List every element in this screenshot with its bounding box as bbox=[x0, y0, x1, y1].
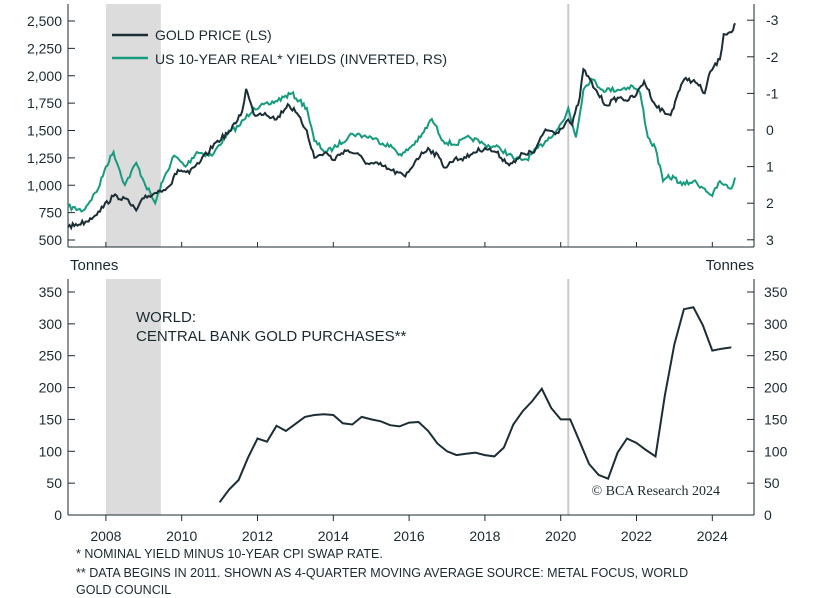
tick-label-real-5: -2 bbox=[766, 49, 779, 65]
footnote-2: ** DATA BEGINS IN 2011. SHOWN AS 4-QUART… bbox=[76, 566, 689, 580]
tick-label-year-7: 2022 bbox=[621, 528, 652, 544]
tick-label-gold-3: 1,250 bbox=[27, 150, 62, 166]
bottom-chart-title-line2: CENTRAL BANK GOLD PURCHASES** bbox=[136, 328, 407, 345]
credit-text: © BCA Research 2024 bbox=[592, 484, 720, 499]
tick-label-cb-right-0: 0 bbox=[764, 507, 772, 523]
series-line-central-bank-purchases bbox=[218, 306, 732, 503]
tick-label-real-1: 2 bbox=[766, 195, 774, 211]
footnote-1: * NOMINAL YIELD MINUS 10-YEAR CPI SWAP R… bbox=[76, 547, 383, 561]
tick-label-real-0: 3 bbox=[766, 232, 774, 248]
frame-layer bbox=[67, 4, 755, 516]
tick-label-cb-right-3: 150 bbox=[764, 411, 788, 427]
tick-label-cb-right-6: 300 bbox=[764, 316, 788, 332]
left-unit-label: Tonnes bbox=[70, 257, 118, 274]
tick-label-gold-5: 1,750 bbox=[27, 95, 62, 111]
bottom-chart-title: WORLD: CENTRAL BANK GOLD PURCHASES** bbox=[136, 309, 407, 345]
tick-label-year-2: 2012 bbox=[242, 528, 273, 544]
recession-shade-top-0 bbox=[105, 4, 161, 247]
tick-label-gold-4: 1,500 bbox=[27, 123, 62, 139]
tick-label-cb-left-7: 350 bbox=[39, 284, 63, 300]
tick-label-real-4: -1 bbox=[766, 85, 779, 101]
legend: GOLD PRICE (LS) US 10-YEAR REAL* YIELDS … bbox=[112, 27, 447, 67]
shade-layer bbox=[105, 4, 570, 515]
tick-label-gold-8: 2,500 bbox=[27, 13, 62, 29]
tick-label-gold-6: 2,000 bbox=[27, 68, 62, 84]
tick-label-cb-right-1: 50 bbox=[764, 475, 780, 491]
tick-label-cb-left-4: 200 bbox=[39, 380, 63, 396]
tick-label-cb-right-5: 250 bbox=[764, 348, 788, 364]
tick-layer: 5007501,0001,2501,5001,7502,0002,2502,50… bbox=[27, 12, 788, 544]
tick-label-cb-left-6: 300 bbox=[39, 316, 63, 332]
tick-label-year-3: 2014 bbox=[318, 528, 349, 544]
tick-label-cb-right-2: 100 bbox=[764, 443, 788, 459]
tick-label-year-0: 2008 bbox=[90, 528, 121, 544]
tick-label-gold-1: 750 bbox=[39, 205, 63, 221]
recession-shade-bottom-0 bbox=[105, 279, 161, 515]
bottom-chart-title-line1: WORLD: bbox=[136, 309, 196, 326]
legend-label-gold: GOLD PRICE (LS) bbox=[155, 27, 272, 43]
series-line-gold-price bbox=[67, 22, 736, 231]
right-unit-label: Tonnes bbox=[706, 257, 754, 274]
tick-label-year-8: 2024 bbox=[697, 528, 728, 544]
tick-label-cb-left-0: 0 bbox=[54, 507, 62, 523]
tick-label-cb-right-4: 200 bbox=[764, 380, 788, 396]
tick-label-real-6: -3 bbox=[766, 12, 779, 28]
tick-label-year-6: 2020 bbox=[545, 528, 576, 544]
series-line-real-yields bbox=[67, 77, 736, 213]
tick-label-gold-2: 1,000 bbox=[27, 177, 62, 193]
tick-label-year-5: 2018 bbox=[469, 528, 500, 544]
tick-label-real-3: 0 bbox=[766, 122, 774, 138]
tick-label-cb-left-5: 250 bbox=[39, 348, 63, 364]
tick-label-year-4: 2016 bbox=[394, 528, 425, 544]
legend-label-yield: US 10-YEAR REAL* YIELDS (INVERTED, RS) bbox=[155, 51, 447, 67]
tick-label-cb-left-2: 100 bbox=[39, 443, 63, 459]
tick-label-gold-7: 2,250 bbox=[27, 40, 62, 56]
tick-label-gold-0: 500 bbox=[39, 232, 63, 248]
tick-label-cb-left-1: 50 bbox=[46, 475, 62, 491]
tick-label-cb-left-3: 150 bbox=[39, 411, 63, 427]
tick-label-cb-right-7: 350 bbox=[764, 284, 788, 300]
tick-label-year-1: 2010 bbox=[166, 528, 197, 544]
series-layer bbox=[67, 22, 736, 503]
footnote-3: GOLD COUNCIL bbox=[76, 583, 172, 597]
tick-label-real-2: 1 bbox=[766, 159, 774, 175]
